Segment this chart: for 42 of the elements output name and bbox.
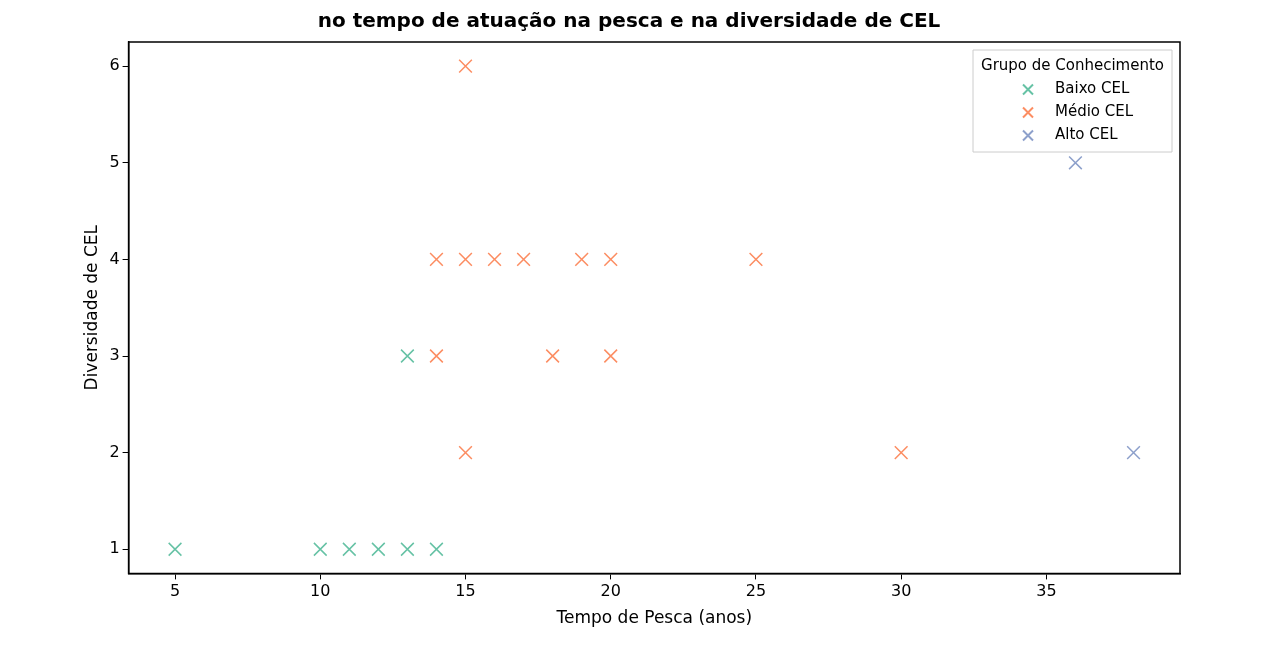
point [429, 542, 444, 557]
legend-label: Alto CEL [1055, 125, 1119, 144]
legend-title: Grupo de Conhecimento [981, 56, 1164, 75]
point [400, 542, 415, 557]
chart-title: no tempo de atuação na pesca e na diversidade de CEL [317, 8, 941, 33]
point [342, 542, 357, 557]
y-tick-label: 4 [109, 248, 120, 268]
y-tick-label: 3 [109, 345, 120, 365]
point [1126, 445, 1141, 460]
x-tick-label: 10 [310, 581, 331, 601]
point [458, 252, 473, 267]
point [371, 542, 386, 557]
point [458, 59, 473, 74]
point [458, 445, 473, 460]
x-tick-label: 35 [1036, 581, 1057, 601]
legend-label: Médio CEL [1055, 102, 1134, 121]
x-axis-title: Tempo de Pesca (anos) [555, 607, 753, 628]
point [167, 542, 183, 557]
x-tick-label: 5 [169, 581, 181, 601]
point [516, 252, 531, 267]
x-tick-label: 20 [600, 581, 621, 601]
point [400, 348, 415, 364]
legend-label: Baixo CEL [1055, 79, 1130, 98]
y-tick-label: 5 [109, 151, 120, 171]
y-tick-label: 6 [109, 55, 120, 75]
point [574, 252, 589, 267]
y-axis-title: Diversidade de CEL [80, 224, 101, 391]
point [1068, 155, 1083, 170]
point [487, 252, 502, 267]
point [545, 348, 560, 364]
x-tick-label: 25 [745, 581, 767, 601]
point [603, 252, 618, 267]
x-tick-label: 30 [890, 581, 912, 601]
y-tick-label: 2 [109, 441, 120, 461]
point [748, 252, 764, 267]
y-tick-label: 1 [109, 538, 120, 558]
point [603, 348, 618, 364]
point [429, 348, 444, 364]
point [429, 252, 444, 267]
point [894, 445, 909, 460]
x-tick-label: 15 [455, 581, 476, 601]
point [313, 542, 328, 557]
